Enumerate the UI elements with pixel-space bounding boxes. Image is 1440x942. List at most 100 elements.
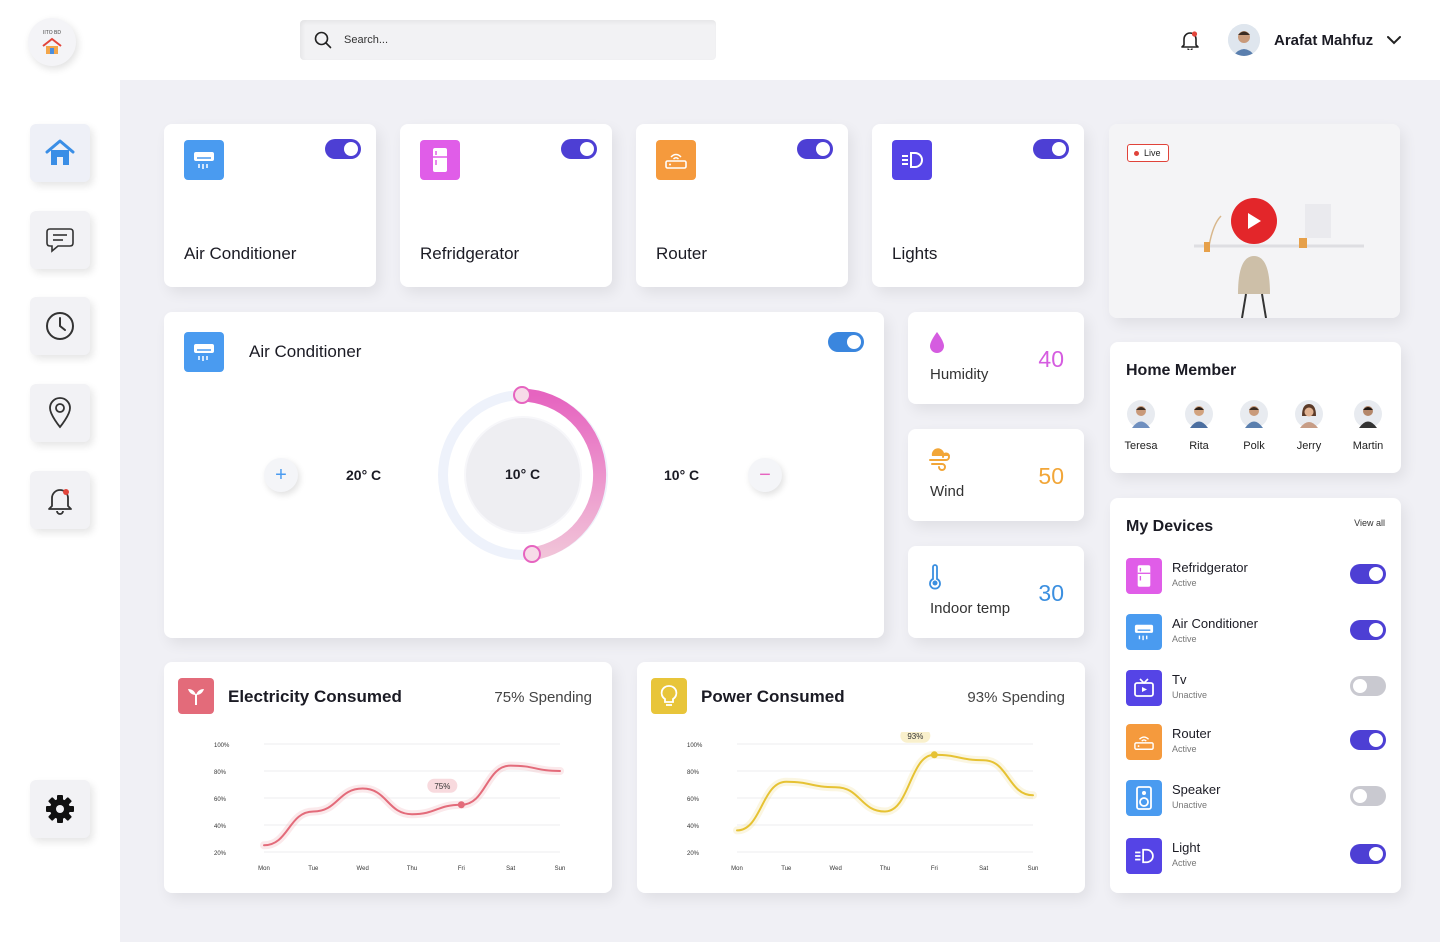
decrease-temp-button[interactable]: − <box>748 458 782 492</box>
member-martin[interactable]: Martin <box>1343 400 1393 452</box>
sidebar-item-home[interactable] <box>30 124 90 182</box>
gear-icon <box>46 795 74 823</box>
y-tick-label: 100% <box>687 743 703 749</box>
refrigerator-icon <box>420 140 460 180</box>
highlight-label: 75% <box>434 782 450 791</box>
device-card-refrigerator[interactable]: Refridgerator <box>400 124 612 287</box>
device-row-refrigerator[interactable]: Refridgerator Active <box>1126 558 1386 598</box>
device-row-speaker[interactable]: Speaker Unactive <box>1126 780 1386 820</box>
device-toggle[interactable] <box>561 139 597 159</box>
live-badge: Live <box>1127 144 1169 162</box>
x-tick-label: Thu <box>407 866 417 872</box>
current-temp-label: 10° C <box>505 466 541 482</box>
search-input[interactable] <box>344 34 684 46</box>
device-toggle[interactable] <box>1350 564 1386 584</box>
humidity-drop-icon <box>930 332 944 353</box>
device-label: Refridgerator <box>420 244 520 263</box>
y-tick-label: 20% <box>687 851 700 857</box>
increase-temp-button[interactable]: + <box>264 458 298 492</box>
member-polk[interactable]: Polk <box>1229 400 1279 452</box>
my-devices-title: My Devices <box>1126 518 1214 535</box>
device-label: Air Conditioner <box>184 244 297 263</box>
device-row-air-conditioner[interactable]: Air Conditioner Active <box>1126 614 1386 654</box>
dial-handle-top <box>513 386 531 404</box>
device-row-light[interactable]: Light Active <box>1126 838 1386 878</box>
ac-power-toggle[interactable] <box>828 332 864 352</box>
router-icon <box>656 140 696 180</box>
device-status: Active <box>1172 634 1197 644</box>
user-menu[interactable]: Arafat Mahfuz <box>1228 24 1402 56</box>
member-name: Teresa <box>1124 440 1158 452</box>
device-toggle[interactable] <box>797 139 833 159</box>
device-toggle[interactable] <box>325 139 361 159</box>
member-jerry[interactable]: Jerry <box>1284 400 1334 452</box>
y-tick-label: 80% <box>214 770 227 776</box>
speaker-icon <box>1126 780 1162 816</box>
refrigerator-icon <box>1126 558 1162 594</box>
temperature-dial[interactable] <box>428 380 618 570</box>
highlight-label: 93% <box>907 732 923 741</box>
search-bar[interactable] <box>300 20 716 60</box>
search-icon <box>314 31 332 49</box>
device-card-air-conditioner[interactable]: Air Conditioner <box>164 124 376 287</box>
device-status: Unactive <box>1172 800 1208 810</box>
chevron-down-icon[interactable] <box>1387 35 1402 45</box>
device-label: Lights <box>892 244 938 263</box>
air-conditioner-icon <box>1126 614 1162 650</box>
house-logo-icon <box>42 37 62 54</box>
view-all-link[interactable]: View all <box>1354 518 1385 528</box>
stat-value: 30 <box>1038 580 1064 606</box>
logo-text: IITO BD <box>43 29 61 36</box>
device-name: Tv <box>1172 672 1187 687</box>
router-icon <box>1126 724 1162 760</box>
device-toggle[interactable] <box>1350 730 1386 750</box>
device-toggle[interactable] <box>1350 786 1386 806</box>
notification-button[interactable] <box>1180 30 1200 55</box>
member-rita[interactable]: Rita <box>1174 400 1224 452</box>
x-tick-label: Wed <box>357 866 369 872</box>
device-toggle[interactable] <box>1033 139 1069 159</box>
device-row-tv[interactable]: Tv Unactive <box>1126 670 1386 710</box>
member-name: Jerry <box>1296 440 1322 452</box>
device-row-router[interactable]: Router Active <box>1126 724 1386 764</box>
sidebar-item-messages[interactable] <box>30 211 90 269</box>
wind-icon <box>929 448 950 471</box>
device-card-lights[interactable]: Lights <box>872 124 1084 287</box>
x-tick-label: Tue <box>781 866 792 872</box>
electricity-chart-card: Electricity Consumed 75% Spending 100% 80… <box>164 662 612 893</box>
avatar <box>1228 24 1260 56</box>
device-toggle[interactable] <box>1350 620 1386 640</box>
sidebar-item-location[interactable] <box>30 384 90 442</box>
device-name: Air Conditioner <box>1172 616 1258 631</box>
app-logo[interactable]: IITO BD <box>28 18 76 66</box>
ac-control-card: Air Conditioner + 20° C 10° C 10° C − <box>164 312 884 638</box>
stat-label: Indoor temp <box>930 600 1011 617</box>
x-tick-label: Sat <box>979 866 988 872</box>
sidebar-item-history[interactable] <box>30 297 90 355</box>
member-teresa[interactable]: Teresa <box>1116 400 1166 452</box>
air-conditioner-icon <box>184 332 224 372</box>
minus-icon: − <box>759 463 771 486</box>
sidebar-item-notifications[interactable] <box>30 471 90 529</box>
device-status: Active <box>1172 578 1197 588</box>
power-chart-card: Power Consumed 93% Spending 100% 80% 60% 40… <box>637 662 1085 893</box>
live-camera-card[interactable]: Live <box>1109 124 1400 318</box>
device-toggle[interactable] <box>1350 844 1386 864</box>
user-avatar-icon <box>1228 24 1260 56</box>
y-tick-label: 60% <box>214 797 227 803</box>
thermometer-icon <box>929 564 941 590</box>
member-name: Polk <box>1243 440 1265 452</box>
play-button[interactable] <box>1231 198 1277 244</box>
clock-icon <box>46 312 74 340</box>
min-temp-label: 20° C <box>346 467 382 483</box>
sidebar-item-settings[interactable] <box>30 780 90 838</box>
device-toggle[interactable] <box>1350 676 1386 696</box>
device-card-router[interactable]: Router <box>636 124 848 287</box>
device-status: Unactive <box>1172 690 1208 700</box>
avatar <box>1240 400 1268 428</box>
power-line-chart: 100% 80% 60% 40% 20% Mon Tue Wed Thu Fri Sat Sun 93% <box>687 732 1038 872</box>
member-name: Rita <box>1189 440 1209 452</box>
x-tick-label: Tue <box>308 866 319 872</box>
y-tick-label: 20% <box>214 851 227 857</box>
stat-value: 50 <box>1038 463 1064 489</box>
